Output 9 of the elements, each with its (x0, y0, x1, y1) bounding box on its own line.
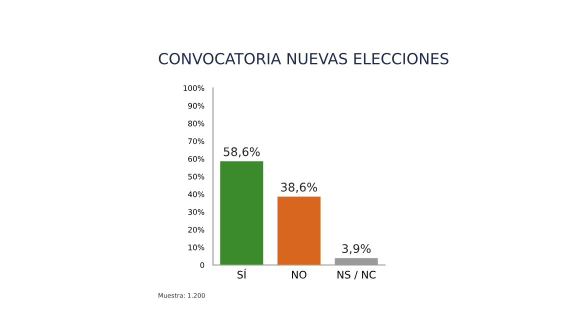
x-tick-label: NS / NC (338, 270, 376, 280)
x-tick-label: SÍ (238, 268, 246, 279)
data-label: 58,6% (224, 147, 260, 158)
bar (220, 161, 264, 265)
chart-title: CONVOCATORIA NUEVAS ELECCIONES (158, 52, 448, 64)
data-label: 3,9% (342, 244, 371, 254)
x-tick-label: NO (292, 270, 306, 279)
bar (278, 196, 320, 265)
data-label: 38,6% (281, 182, 318, 193)
